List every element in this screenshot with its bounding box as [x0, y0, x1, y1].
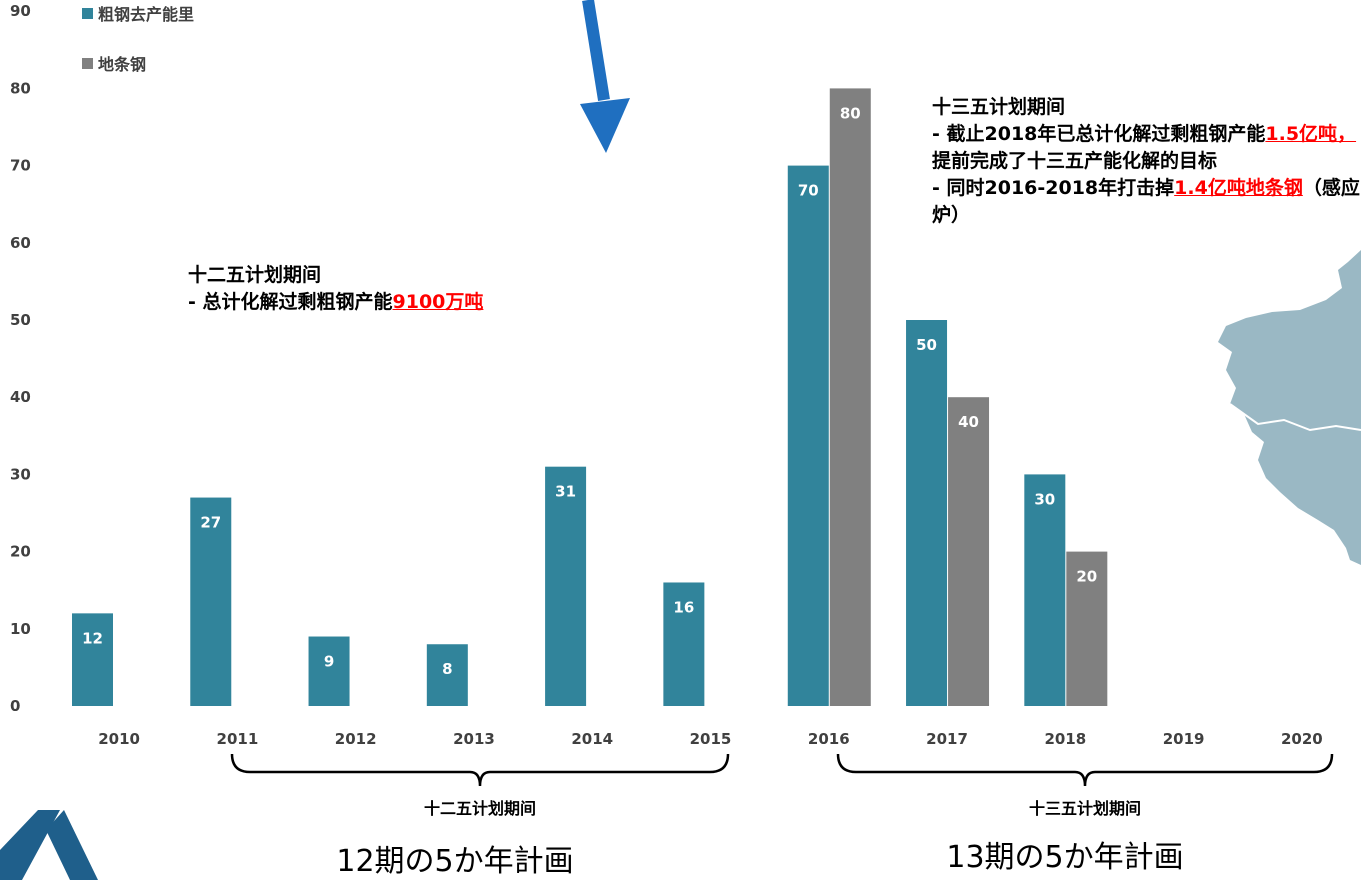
bar — [545, 466, 587, 706]
x-tick-label: 2017 — [926, 730, 968, 748]
x-tick-label: 2011 — [217, 730, 259, 748]
bar — [829, 88, 871, 706]
y-tick-label: 90 — [10, 2, 31, 20]
bar — [190, 497, 232, 706]
y-tick-label: 80 — [10, 79, 31, 97]
bar — [1024, 474, 1066, 706]
bar — [948, 397, 990, 706]
bar — [426, 644, 468, 706]
legend-swatch — [82, 58, 93, 69]
x-tick-label: 2010 — [98, 730, 140, 748]
bar — [906, 320, 948, 706]
bar — [1066, 551, 1108, 706]
data-label: 70 — [798, 182, 819, 200]
data-label: 16 — [673, 598, 694, 616]
x-tick-label: 2016 — [808, 730, 850, 748]
annotation-period13-line2-suffix: （感应炉） — [932, 177, 1360, 226]
period12-jp-label: 12期の5か年計画 — [336, 844, 574, 879]
y-tick-label: 10 — [10, 620, 31, 638]
y-tick-label: 50 — [10, 311, 31, 329]
annotation-period13-line1: - 截止2018年已总计化解过剩粗钢产能1.5亿吨， 提前完成了十三五产能化解的目… — [932, 121, 1361, 175]
bar — [72, 613, 113, 706]
data-label: 27 — [200, 514, 221, 532]
annotation-period12-line: - 总计化解过剩粗钢产能9100万吨 — [188, 289, 608, 316]
data-label: 80 — [840, 104, 861, 122]
annotation-period13-line2: - 同时2016-2018年打击掉1.4亿吨地条钢（感应炉） — [932, 175, 1361, 229]
data-label: 9 — [324, 653, 334, 671]
annotation-period13-line1-highlight: 1.5亿吨， — [1265, 123, 1357, 145]
y-tick-label: 20 — [10, 543, 31, 561]
map-shape — [1218, 250, 1361, 565]
period12-label: 十二五计划期间 — [423, 799, 536, 818]
x-tick-label: 2019 — [1163, 730, 1205, 748]
x-tick-label: 2014 — [571, 730, 613, 748]
data-label: 20 — [1076, 568, 1097, 586]
annotation-period12-text: - 总计化解过剩粗钢产能 — [188, 291, 393, 313]
annotation-period12: 十二五计划期间 - 总计化解过剩粗钢产能9100万吨 — [188, 262, 608, 316]
arrow-icon — [580, 0, 630, 153]
y-tick-label: 0 — [10, 697, 20, 715]
annotation-period13-line2-highlight: 1.4亿吨地条钢 — [1174, 177, 1303, 199]
x-tick-label: 2018 — [1044, 730, 1086, 748]
bar — [308, 636, 350, 706]
legend-label: 粗钢去产能里 — [98, 5, 194, 24]
x-tick-label: 2013 — [453, 730, 495, 748]
y-tick-label: 70 — [10, 157, 31, 175]
y-tick-label: 30 — [10, 465, 31, 483]
data-label: 40 — [958, 413, 979, 431]
data-label: 30 — [1034, 490, 1055, 508]
annotation-period12-highlight: 9100万吨 — [392, 291, 484, 313]
x-tick-label: 2012 — [335, 730, 377, 748]
bar — [787, 165, 829, 707]
data-label: 8 — [442, 660, 452, 678]
annotation-period12-title: 十二五计划期间 — [188, 264, 322, 286]
period13-jp-label: 13期の5か年計画 — [946, 840, 1184, 875]
data-label: 12 — [82, 629, 103, 647]
brace-period12 — [230, 753, 730, 787]
annotation-period13-title: 十三五计划期间 — [932, 96, 1066, 118]
legend-swatch — [82, 8, 93, 19]
x-tick-label: 2015 — [690, 730, 732, 748]
brace-period13 — [836, 753, 1334, 787]
annotation-period13-line2-text: - 同时2016-2018年打击掉 — [932, 177, 1175, 199]
data-label: 50 — [916, 336, 937, 354]
legend-label: 地条钢 — [98, 55, 146, 74]
map-border-line — [1229, 403, 1361, 432]
bar — [663, 582, 705, 706]
x-tick-label: 2020 — [1281, 730, 1323, 748]
y-tick-label: 40 — [10, 388, 31, 406]
logo — [0, 810, 98, 880]
annotation-period13: 十三五计划期间 - 截止2018年已总计化解过剩粗钢产能1.5亿吨， 提前完成了十… — [932, 94, 1361, 229]
annotation-period13-line1-text: - 截止2018年已总计化解过剩粗钢产能 — [932, 123, 1266, 145]
y-tick-label: 60 — [10, 234, 31, 252]
annotation-period13-line1-suffix: 提前完成了十三五产能化解的目标 — [932, 150, 1218, 172]
data-label: 31 — [555, 483, 576, 501]
period13-label: 十三五计划期间 — [1028, 799, 1141, 818]
